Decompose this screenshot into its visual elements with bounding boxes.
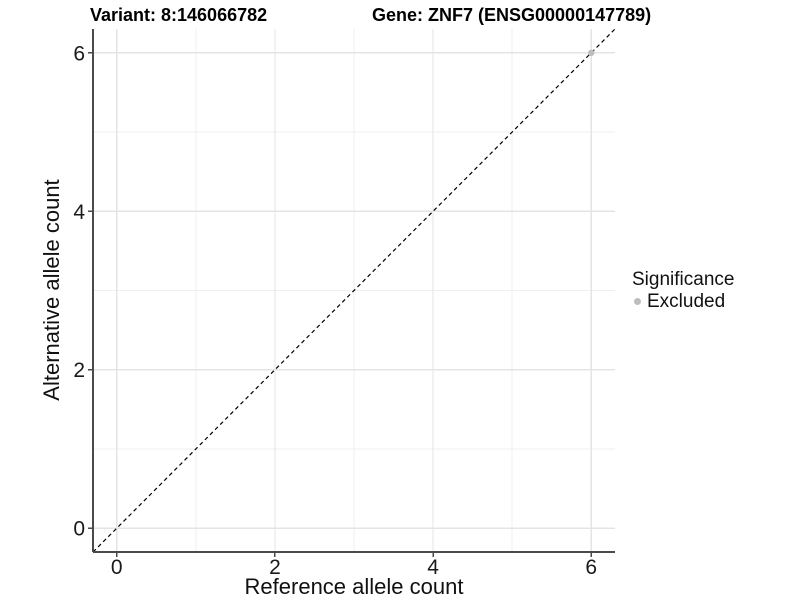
y-tick-label: 2 bbox=[73, 359, 85, 382]
y-tick-label: 0 bbox=[73, 518, 85, 541]
variant-title: Variant: 8:146066782 bbox=[90, 5, 268, 25]
legend-title: Significance bbox=[632, 269, 735, 290]
y-axis-title: Alternative allele count bbox=[39, 179, 64, 401]
gene-title: Gene: ZNF7 (ENSG00000147789) bbox=[372, 5, 652, 25]
x-axis-title: Reference allele count bbox=[244, 574, 464, 599]
data-point-excluded bbox=[588, 49, 595, 56]
legend-item-excluded: Excluded bbox=[632, 291, 734, 312]
legend-item-label: Excluded bbox=[647, 291, 726, 312]
x-tick-label: 2 bbox=[269, 556, 281, 579]
y-tick-label: 6 bbox=[73, 42, 85, 65]
x-tick-label: 0 bbox=[111, 556, 123, 579]
excluded-point-icon bbox=[634, 298, 641, 305]
y-tick-label: 4 bbox=[73, 201, 85, 224]
x-tick-label: 6 bbox=[585, 556, 597, 579]
identity-dashed-line bbox=[92, 28, 616, 553]
x-tick-label: 4 bbox=[427, 556, 439, 579]
legend: Significance Excluded bbox=[632, 269, 734, 312]
